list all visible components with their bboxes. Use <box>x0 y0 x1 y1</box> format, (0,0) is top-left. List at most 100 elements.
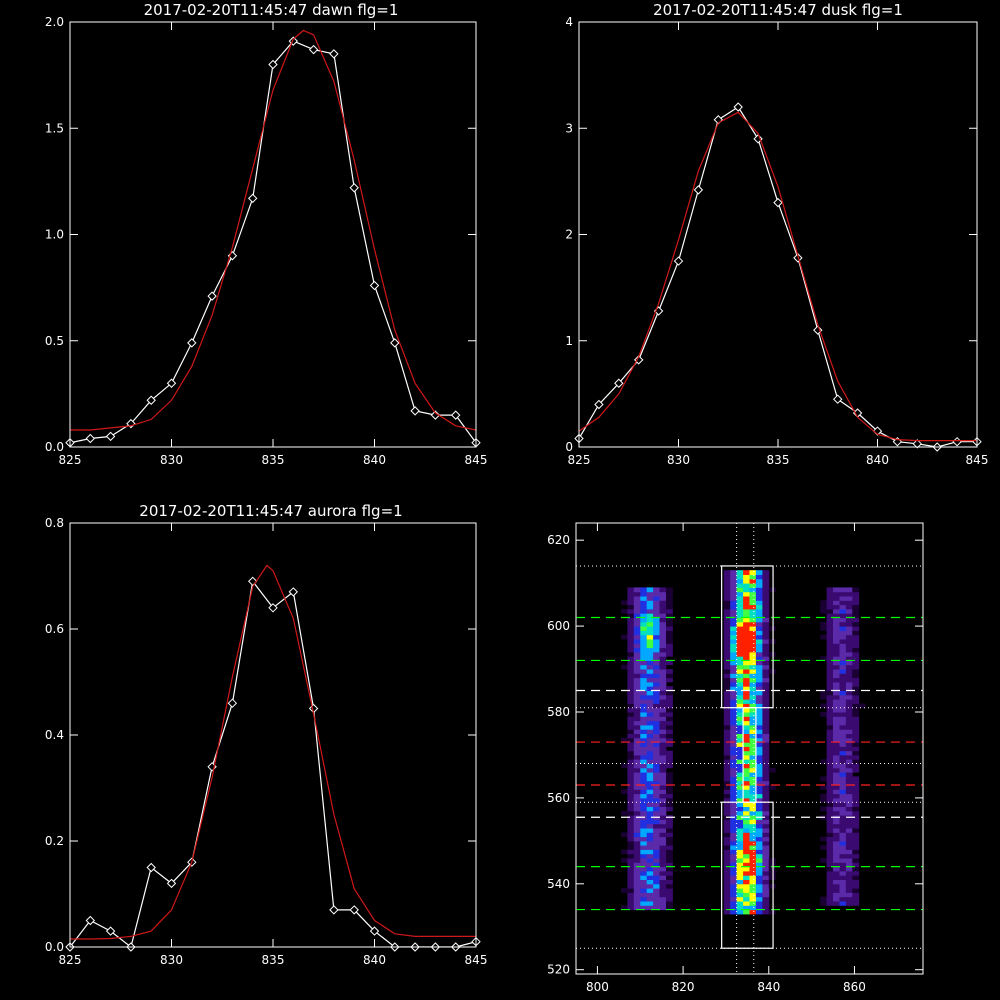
heatmap-cell <box>646 630 654 636</box>
y-tick-label: 0.4 <box>45 728 64 742</box>
heatmap-cell <box>839 896 847 902</box>
heatmap-cell <box>826 823 834 829</box>
heatmap-cell <box>852 832 860 838</box>
heatmap-cell <box>653 780 660 786</box>
heatmap-cell <box>723 866 731 872</box>
heatmap-cell <box>723 639 731 644</box>
heatmap-cell <box>730 604 738 610</box>
heatmap-cell <box>833 767 840 773</box>
heatmap-cell <box>666 793 673 799</box>
heatmap-cell <box>755 664 763 670</box>
heatmap-cell <box>749 703 757 709</box>
heatmap-cell <box>839 845 847 850</box>
heatmap-cell <box>640 608 648 614</box>
heatmap-cell <box>730 836 738 842</box>
heatmap-cell <box>730 845 738 850</box>
heatmap-cell <box>852 759 860 764</box>
heatmap-cell <box>845 866 853 872</box>
heatmap-cell <box>730 699 738 704</box>
heatmap-cell <box>627 815 635 820</box>
heatmap-cell <box>762 789 770 795</box>
heatmap-cell <box>640 767 648 773</box>
heatmap-cell <box>743 905 750 911</box>
heatmap-cell <box>845 862 853 868</box>
heatmap-cell <box>633 694 641 700</box>
heatmap-cell <box>730 789 738 795</box>
heatmap-cell <box>839 785 847 790</box>
heatmap-cell <box>826 673 834 679</box>
heatmap-cell <box>833 879 840 885</box>
heatmap-cell <box>627 802 635 807</box>
heatmap-cell <box>653 737 660 743</box>
heatmap-cell <box>627 823 635 829</box>
heatmap-cell <box>723 875 731 880</box>
heatmap-cell <box>646 767 654 773</box>
data-point-diamond <box>832 394 843 404</box>
y-tick-label: 0.8 <box>45 516 64 530</box>
y-tick-label: 1.5 <box>45 121 64 135</box>
heatmap-cell <box>839 626 847 631</box>
heatmap-cell <box>845 733 853 739</box>
heatmap-cell <box>762 870 770 876</box>
heatmap-cell <box>653 789 660 795</box>
heatmap-cell <box>653 742 660 747</box>
heatmap-cell <box>762 853 770 859</box>
heatmap-cell <box>666 716 673 722</box>
heatmap-cell <box>852 810 860 816</box>
heatmap-cell <box>826 724 834 730</box>
heatmap-cell <box>723 694 731 700</box>
heatmap-cell <box>723 797 731 803</box>
heatmap-cell <box>730 905 738 911</box>
heatmap-cell <box>826 785 834 790</box>
heatmap-cell <box>723 754 731 760</box>
heatmap-cell <box>736 673 744 679</box>
heatmap-cell <box>762 643 770 649</box>
heatmap-cell <box>755 591 763 597</box>
heatmap-cell <box>646 802 654 807</box>
heatmap-cell <box>666 660 673 666</box>
heatmap-cell <box>755 656 763 661</box>
heatmap-cell <box>749 720 757 726</box>
heatmap-cell <box>659 836 667 842</box>
heatmap-cell <box>839 720 847 726</box>
heatmap-cell <box>845 797 853 803</box>
heatmap-cell <box>762 604 770 610</box>
heatmap-cell <box>755 870 763 876</box>
heatmap-cell <box>621 789 628 795</box>
heatmap-cell <box>826 591 834 597</box>
heatmap-cell <box>839 746 847 752</box>
heatmap-cell <box>755 699 763 704</box>
heatmap-cell <box>762 656 770 661</box>
heatmap-cell <box>653 849 660 855</box>
heatmap-cell <box>762 621 770 627</box>
heatmap-cell <box>621 858 628 863</box>
heatmap-cell <box>640 793 648 799</box>
heatmap-cell <box>755 883 763 889</box>
heatmap-cell <box>730 750 738 756</box>
heatmap-cell <box>749 600 757 606</box>
heatmap-cell <box>730 896 738 902</box>
heatmap-cell <box>659 759 667 764</box>
heatmap-cell <box>755 570 763 575</box>
heatmap-cell <box>845 647 853 653</box>
heatmap-cell <box>743 647 750 653</box>
heatmap-cell <box>820 793 828 799</box>
heatmap-cell <box>730 617 738 623</box>
heatmap-cell <box>755 888 763 893</box>
heatmap-cell <box>723 613 731 618</box>
heatmap-cell <box>743 591 750 597</box>
heatmap-cell <box>627 849 635 855</box>
heatmap-cell <box>743 608 750 614</box>
heatmap-cell <box>762 759 770 764</box>
heatmap-cell <box>633 862 641 868</box>
heatmap-cell <box>633 785 641 790</box>
heatmap-cell <box>730 596 738 601</box>
heatmap-cell <box>839 630 847 636</box>
heatmap-cell <box>646 596 654 601</box>
heatmap-cell <box>666 763 673 769</box>
heatmap-cell <box>839 754 847 760</box>
heatmap-cell <box>852 634 860 640</box>
heatmap-cell <box>833 613 840 618</box>
heatmap-cell <box>646 806 654 812</box>
